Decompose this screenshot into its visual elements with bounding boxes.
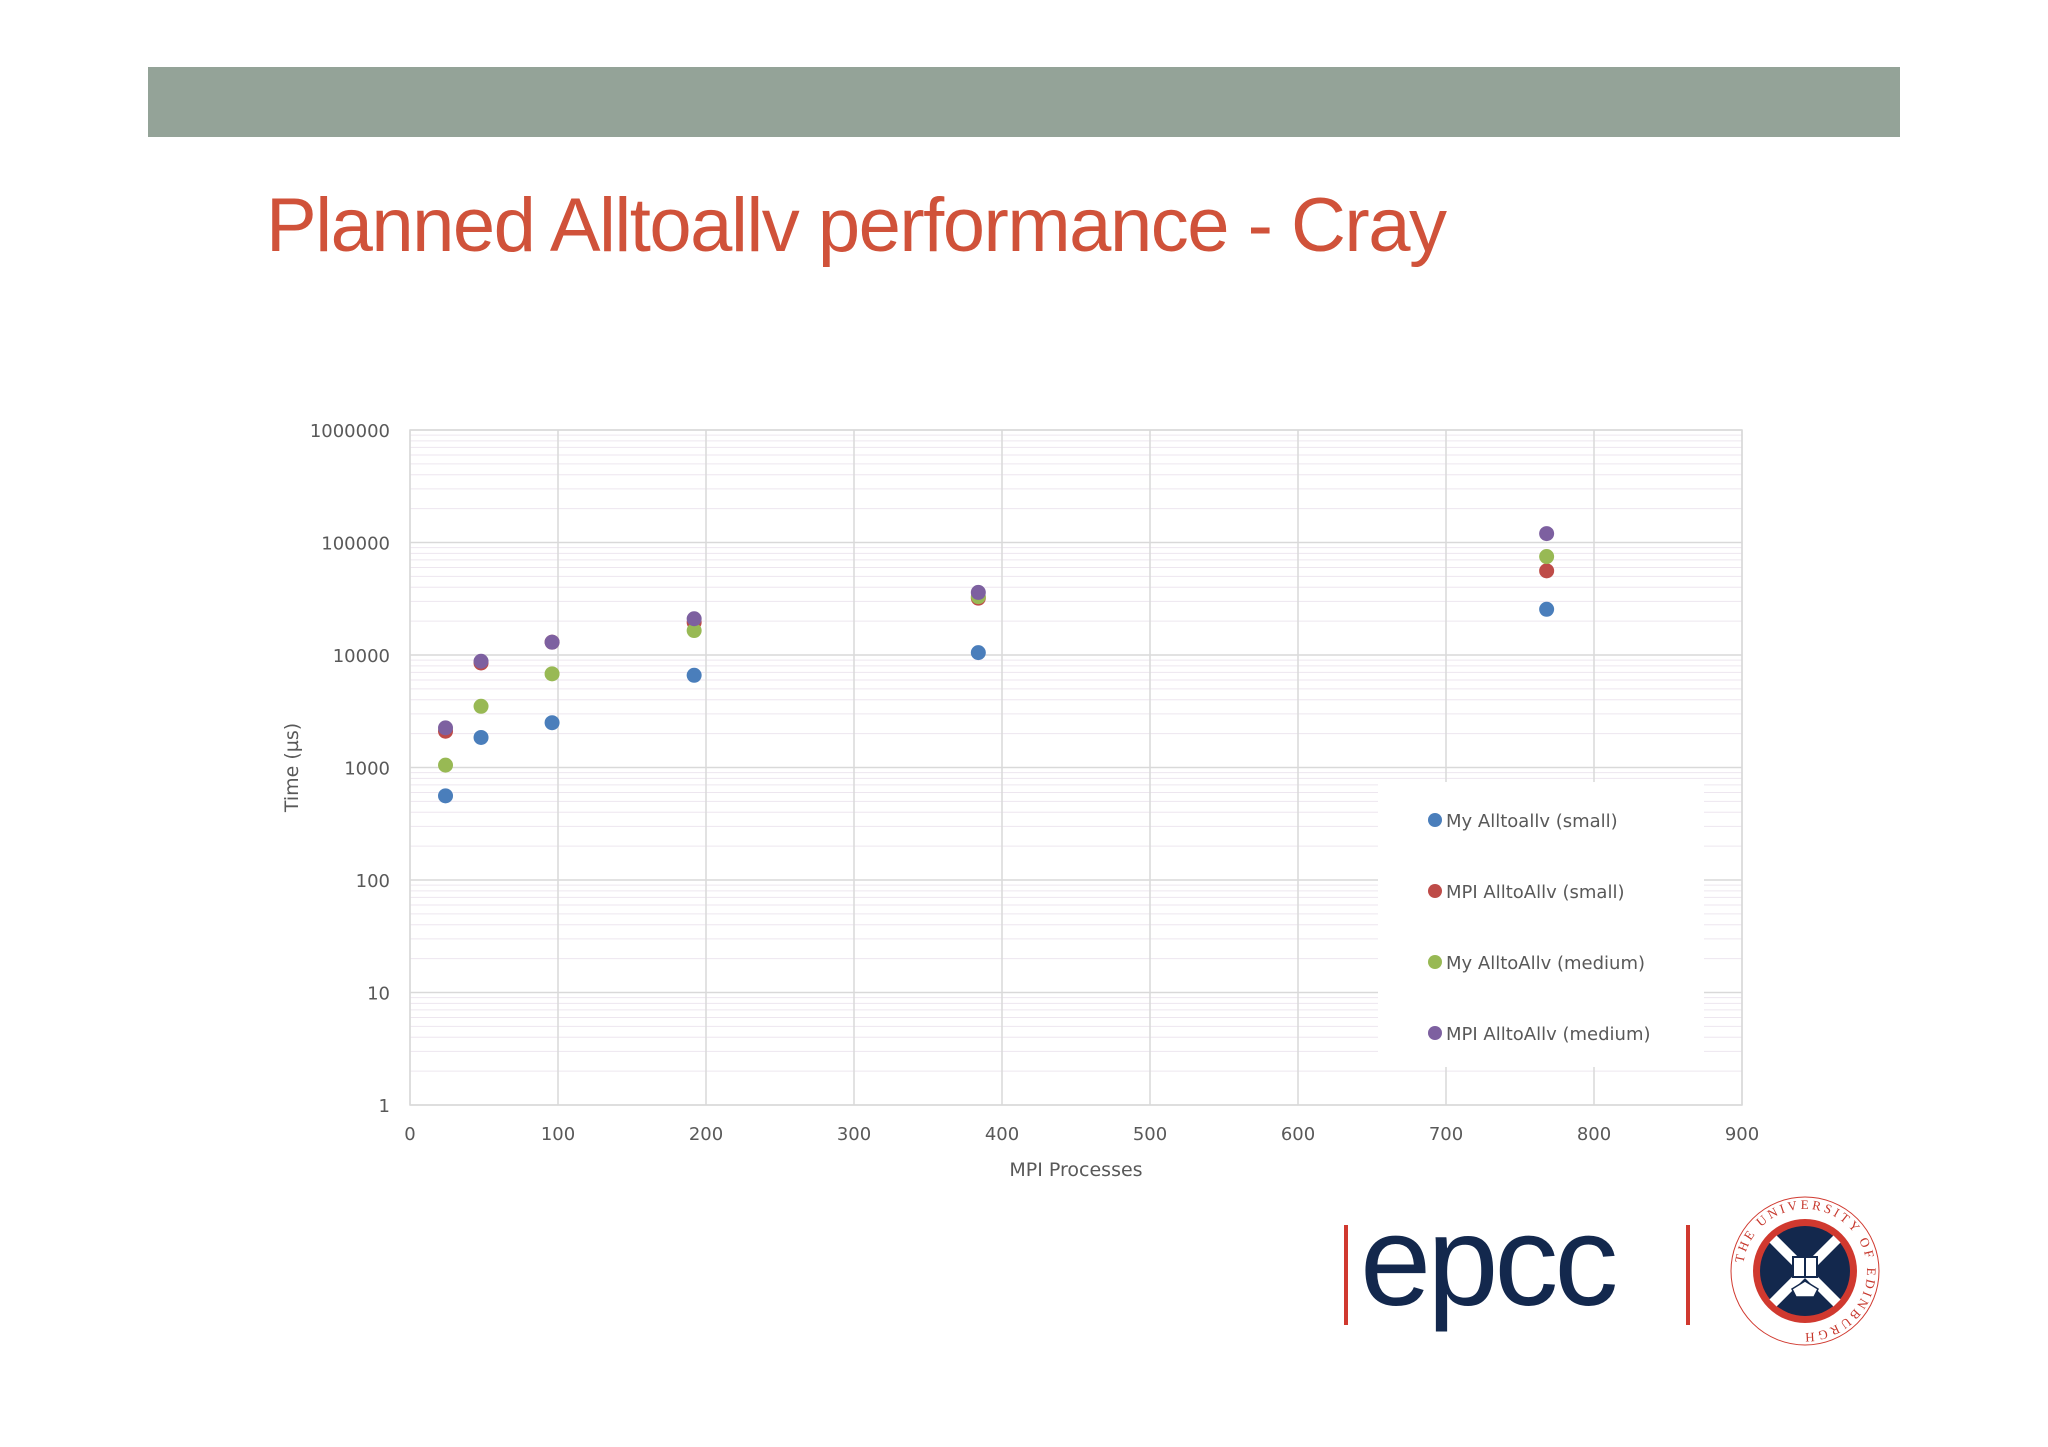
plot-area-frame [409,429,1743,1106]
epcc-logo-text: epcc [1360,1190,1615,1333]
legend-marker [1428,1026,1442,1040]
legend-label: MPI AlltoAllv (small) [1446,882,1624,903]
x-tick-label: 900 [1725,1124,1759,1145]
x-tick-label: 0 [404,1124,415,1145]
legend-marker [1428,955,1442,969]
logos-svg: epcc THE UNIVERSITY OF EDINBURGH [1344,1190,1880,1346]
data-point-series-2 [1539,563,1555,579]
y-tick-label: 1000000 [310,421,390,442]
y-tick-label: 10000 [333,646,390,667]
data-point-series-4 [970,584,986,600]
x-tick-label: 600 [1281,1124,1315,1145]
data-point-series-4 [438,720,454,736]
legend-label: My Alltoallv (small) [1446,811,1618,832]
legend-marker [1428,813,1442,827]
data-point-series-3 [473,698,489,714]
data-point-series-3 [438,757,454,773]
data-point-series-4 [1539,526,1555,542]
data-point-series-1 [473,729,489,745]
data-point-series-1 [686,667,702,683]
header-bar [148,67,1900,137]
epcc-left-bar [1344,1225,1348,1325]
x-tick-label: 700 [1429,1124,1463,1145]
x-tick-label: 400 [985,1124,1019,1145]
data-point-series-4 [544,634,560,650]
data-point-series-4 [686,611,702,627]
y-tick-label: 10 [367,984,390,1005]
data-point-series-3 [686,623,702,639]
legend-label: My AlltoAllv (medium) [1446,953,1645,974]
y-tick-label: 100000 [321,534,390,555]
data-point-series-1 [438,788,454,804]
data-points [438,526,1555,804]
data-point-series-1 [544,715,560,731]
slide-title: Planned Alltoallv performance - Cray [266,183,1447,268]
data-point-series-1 [1539,601,1555,617]
legend-label: MPI AlltoAllv (medium) [1446,1024,1651,1045]
x-tick-label: 100 [541,1124,575,1145]
x-tick-label: 300 [837,1124,871,1145]
x-axis-ticks: 0 100 200 300 400 500 600 700 800 900 [404,1124,1759,1145]
legend: My Alltoallv (small) MPI AlltoAllv (small… [1378,782,1704,1067]
x-axis-label: MPI Processes [1009,1159,1142,1181]
x-tick-label: 800 [1577,1124,1611,1145]
logo-area: epcc THE UNIVERSITY OF EDINBURGH [1330,1185,1890,1360]
data-point-series-1 [970,645,986,661]
x-tick-label: 500 [1133,1124,1167,1145]
legend-marker [1428,884,1442,898]
y-axis-ticks: 1 10 100 1000 10000 100000 1000000 [310,421,390,1117]
y-tick-label: 100 [356,871,390,892]
y-axis-label: Time (µs) [281,723,303,813]
university-of-edinburgh-seal-icon: THE UNIVERSITY OF EDINBURGH [1730,1196,1880,1346]
legend-background [1378,782,1704,1067]
x-tick-label: 200 [689,1124,723,1145]
data-point-series-3 [544,666,560,682]
data-point-series-3 [1539,549,1555,565]
epcc-right-bar [1686,1225,1690,1325]
data-point-series-4 [473,653,489,669]
y-tick-label: 1000 [344,759,390,780]
y-tick-label: 1 [379,1096,390,1117]
